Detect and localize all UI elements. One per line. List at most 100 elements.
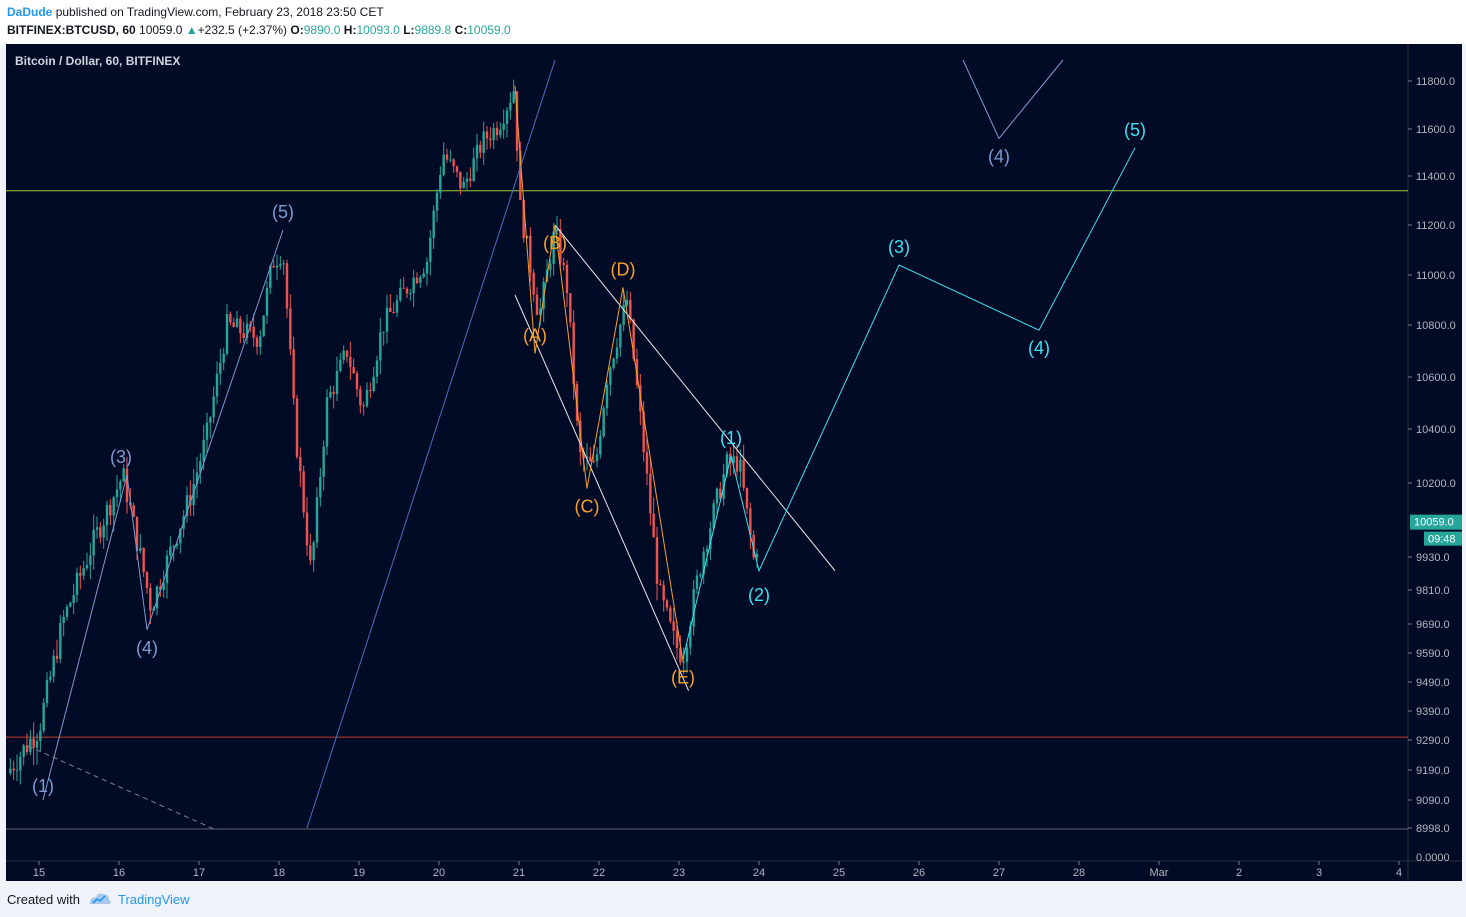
low-value: 9889.8 (414, 23, 452, 37)
candle-body (65, 606, 69, 617)
candle-body (749, 508, 752, 535)
time-tick-label: 4 (1396, 867, 1402, 879)
candle-body (15, 770, 19, 772)
candle-body (522, 200, 525, 239)
candle-body (39, 730, 42, 742)
candle-body (359, 389, 362, 406)
candle-body (742, 459, 745, 488)
price-tick-label: 11600.0 (1416, 124, 1455, 136)
candle-body (619, 324, 622, 348)
candle-body (255, 337, 259, 347)
wave-label-new-impulse-2: (2) (748, 585, 770, 605)
candle-body (35, 741, 39, 748)
candle-body (682, 661, 685, 663)
candle-body (492, 127, 495, 141)
price-tick-label: 9190.0 (1416, 765, 1450, 777)
price-tick-label: 10800.0 (1416, 320, 1456, 332)
wave-label-upper-wave-4-1: (4) (988, 146, 1010, 166)
candle-body (85, 564, 89, 569)
candle-body (315, 497, 319, 543)
time-tick-label: 21 (513, 867, 525, 879)
time-tick-label: 18 (273, 867, 285, 879)
candle-body (299, 456, 302, 472)
symbol-line: BITFINEX:BTCUSD, 60 10059.0 ▲+232.5 (+2.… (7, 23, 511, 37)
candle-body (725, 453, 729, 475)
candle-body (309, 545, 312, 561)
open-label: O: (290, 23, 304, 37)
price-chart[interactable]: (1) (3) (4) (5) (A) (B) (C) (D) (E) (1) (2) (3) (4) (… (6, 44, 1462, 881)
candle-body (612, 358, 615, 368)
candle-body (752, 534, 755, 558)
candle-body (322, 446, 325, 477)
wave-label-correction-ABCDE-1: (A) (523, 326, 547, 346)
candle-body (355, 373, 359, 390)
author-link[interactable]: DaDude (7, 5, 53, 19)
candle-body (135, 516, 139, 551)
candle-body (505, 110, 509, 124)
candle-body (549, 263, 552, 271)
candle-body (275, 265, 279, 268)
candle-body (305, 512, 309, 546)
candle-body (69, 602, 72, 607)
wave-label-new-impulse-1: (1) (720, 428, 742, 448)
candle-body (92, 529, 95, 556)
candle-body (429, 237, 432, 262)
candle-body (9, 768, 12, 773)
candle-body (339, 359, 342, 372)
candle-body (59, 623, 62, 659)
time-tick-label: 24 (753, 867, 765, 879)
price-tick-label: 10200.0 (1416, 478, 1456, 490)
candle-body (149, 587, 152, 611)
candle-body (29, 738, 32, 753)
price-tick-label: 10400.0 (1416, 424, 1456, 436)
time-tick-label: 26 (913, 867, 925, 879)
candle-body (125, 468, 129, 503)
footer: Created with TradingView (0, 881, 1466, 917)
price-change: +232.5 (+2.37%) (197, 23, 288, 37)
candle-body (49, 676, 52, 680)
high-value: 10093.0 (356, 23, 400, 37)
candle-body (732, 456, 735, 464)
tradingview-logo-icon[interactable] (88, 891, 112, 907)
candle-body (465, 178, 469, 182)
wave-label-correction-ABCDE-2: (B) (543, 233, 567, 253)
candle-body (402, 287, 405, 289)
candle-body (379, 332, 382, 361)
candle-body (452, 159, 455, 167)
candle-body (292, 349, 295, 399)
wave-label-new-impulse-5: (5) (1124, 120, 1146, 140)
candle-body (185, 495, 189, 517)
candle-body (75, 572, 79, 596)
wave-label-primary-impulse-2: (3) (110, 447, 132, 467)
candle-body (592, 461, 595, 463)
candle-body (419, 277, 422, 283)
candle-body (109, 504, 112, 516)
candle-body (562, 262, 565, 265)
candle-body (625, 299, 629, 305)
candle-body (499, 129, 502, 135)
candle-body (389, 307, 392, 312)
candle-body (569, 293, 572, 323)
chart-area[interactable]: (1) (3) (4) (5) (A) (B) (C) (D) (E) (1) (2) (3) (4) (… (6, 44, 1462, 881)
price-tick-label: 9490.0 (1416, 677, 1450, 689)
tradingview-brand-link[interactable]: TradingView (118, 892, 190, 907)
chart-title: Bitcoin / Dollar, 60, BITFINEX (15, 54, 180, 68)
time-tick-label: 2 (1236, 867, 1242, 879)
candle-body (289, 308, 292, 350)
candle-body (79, 572, 82, 576)
time-tick-label: 15 (33, 867, 45, 879)
candle-body (439, 174, 442, 193)
price-tick-label: 10600.0 (1416, 372, 1456, 384)
candle-body (605, 384, 609, 409)
candle-body (532, 272, 535, 295)
candle-body (715, 488, 719, 504)
dashed-trendline (27, 745, 217, 831)
candle-body (62, 616, 65, 624)
candle-body (565, 264, 569, 294)
candle-body (485, 131, 489, 139)
candle-body (132, 505, 135, 517)
candle-body (329, 391, 332, 398)
candle-body (422, 273, 425, 278)
candle-body (192, 483, 195, 506)
price-tick-label: 8998.0 (1416, 823, 1450, 835)
